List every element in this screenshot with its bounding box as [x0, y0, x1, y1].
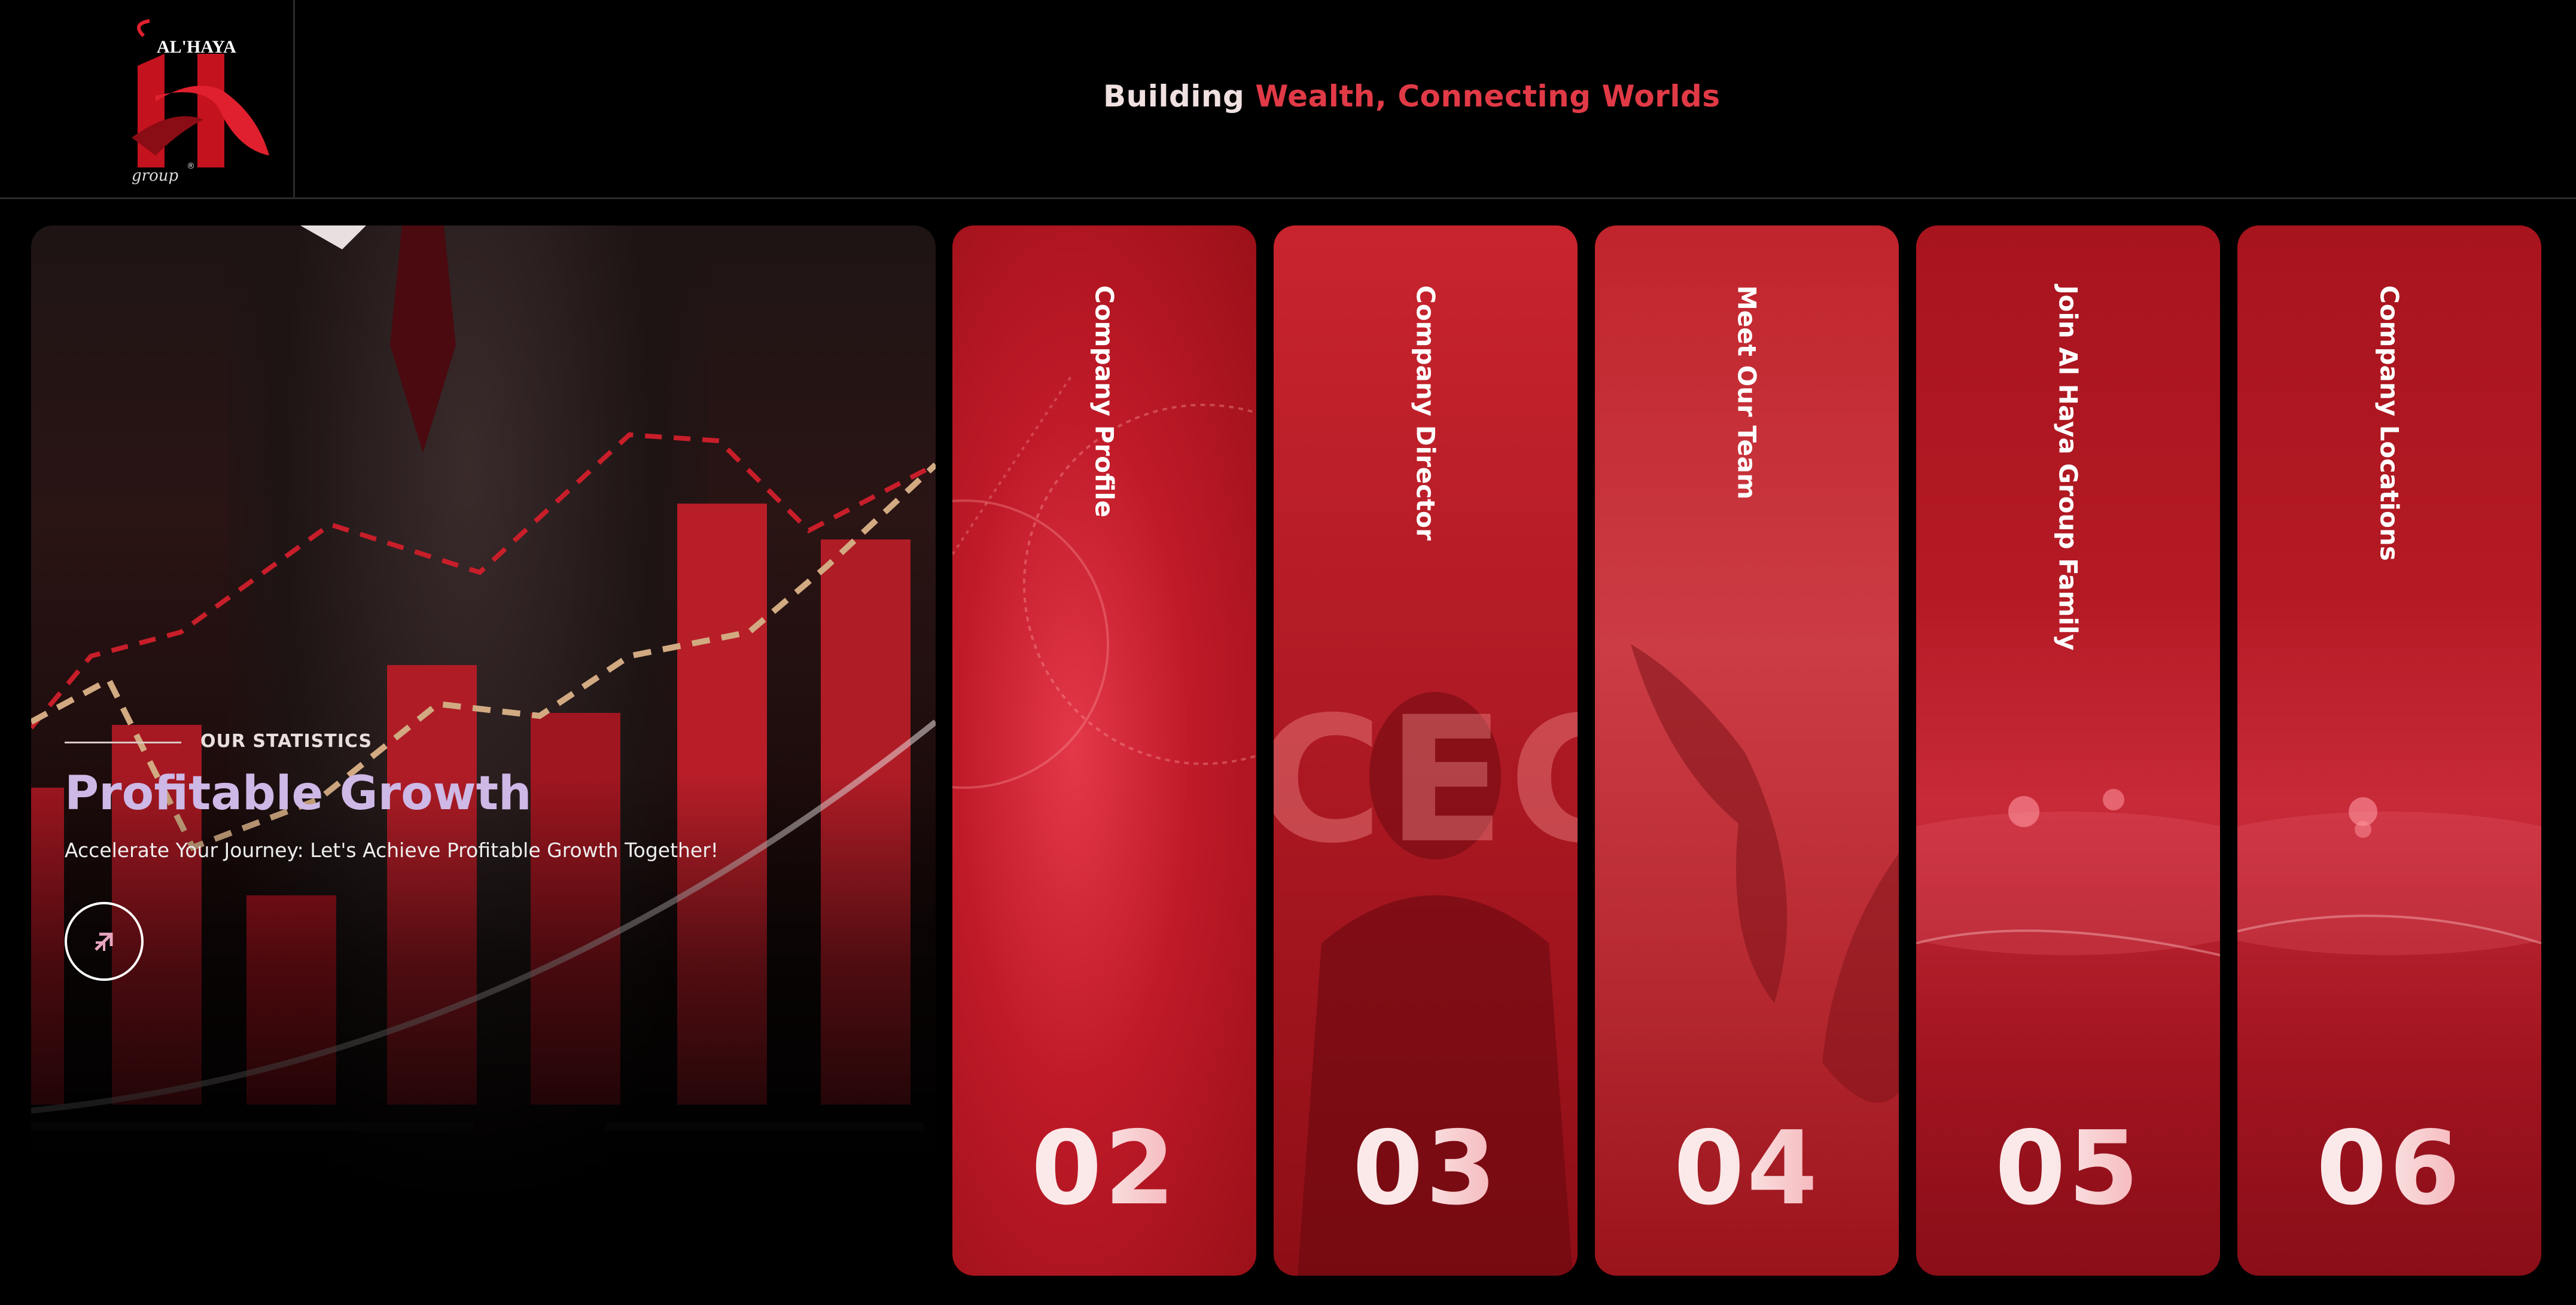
eyebrow-line — [65, 742, 181, 743]
tagline-word-connecting: Connecting — [1397, 79, 1591, 114]
arrow-up-right-icon — [95, 932, 113, 951]
site-header: AL'HAYA group ® Building Wealth, Connect… — [0, 0, 2576, 197]
card-label: Company Director — [1411, 285, 1441, 541]
tagline-word-wealth: Wealth, — [1255, 79, 1387, 114]
site-tagline: Building Wealth, Connecting Worlds — [1103, 79, 1721, 114]
shirt-collar — [300, 225, 366, 249]
logo-container: AL'HAYA group ® — [0, 0, 295, 197]
svg-text:AL'HAYA: AL'HAYA — [157, 37, 236, 57]
card-label: Company Locations — [2374, 285, 2404, 561]
svg-text:®: ® — [187, 161, 195, 171]
card-label: Join Al Haya Group Family — [2053, 285, 2083, 651]
card-number: 05 — [1916, 1109, 2220, 1228]
card-background — [1595, 225, 1899, 1276]
svg-text:group: group — [132, 167, 178, 185]
tagline-word-worlds: Worlds — [1601, 79, 1721, 114]
card-background — [1916, 225, 2220, 1276]
card-background — [952, 225, 1256, 1276]
hero-subtitle: Accelerate Your Journey: Let's Achieve P… — [65, 839, 719, 862]
card-join-family[interactable]: Join Al Haya Group Family 05 — [1916, 225, 2220, 1276]
alhaya-logo[interactable]: AL'HAYA group ® — [120, 12, 275, 185]
card-number: 04 — [1595, 1109, 1899, 1228]
card-label: Meet Our Team — [1732, 285, 1762, 500]
tagline-word-building: Building — [1103, 79, 1245, 114]
card-company-profile[interactable]: Company Profile 02 — [952, 225, 1256, 1276]
hud-circle-decoration — [952, 374, 1256, 789]
card-number: 06 — [2237, 1109, 2541, 1228]
card-number: 03 — [1274, 1109, 1578, 1228]
globe-network-decoration — [1916, 789, 2220, 956]
hero-gradient-overlay — [31, 775, 936, 1193]
card-company-locations[interactable]: Company Locations 06 — [2237, 225, 2541, 1276]
hands-silhouette — [1631, 644, 1899, 1103]
tie-shape — [390, 225, 456, 453]
world-map-decoration — [2237, 797, 2541, 955]
card-number: 02 — [952, 1109, 1256, 1228]
card-label: Company Profile — [1089, 285, 1119, 518]
beige-trend-line — [31, 462, 936, 852]
hero-panel — [31, 225, 936, 1193]
ceo-watermark: CEC — [1274, 680, 1578, 882]
header-divider — [0, 197, 2576, 199]
hero-arrow-button[interactable] — [65, 902, 144, 981]
person-silhouette — [1298, 692, 1573, 1276]
card-background — [2237, 225, 2541, 1276]
card-company-director[interactable]: CEC Company Director 03 — [1274, 225, 1578, 1276]
hero-eyebrow: OUR STATISTICS — [200, 731, 373, 752]
card-meet-our-team[interactable]: Meet Our Team 04 — [1595, 225, 1899, 1276]
hero-title: Profitable Growth — [65, 767, 532, 821]
red-trend-line — [31, 432, 936, 730]
